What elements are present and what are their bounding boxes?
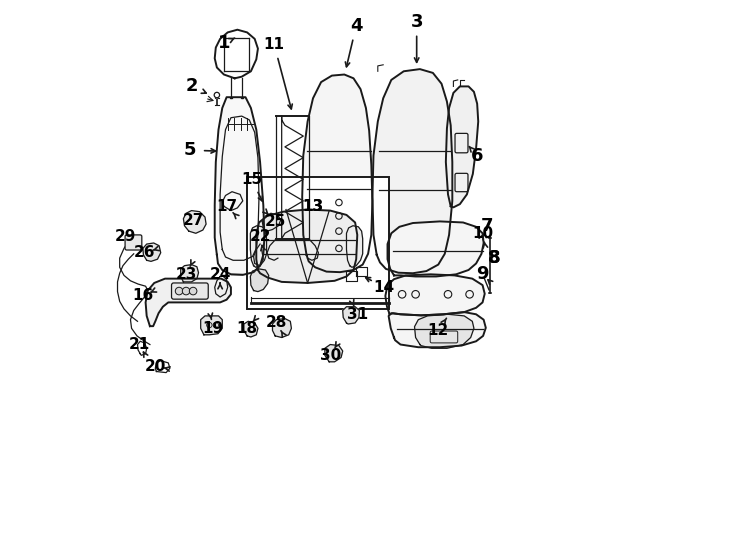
Text: 13: 13: [302, 199, 324, 214]
Text: 11: 11: [264, 37, 285, 52]
Text: 29: 29: [115, 229, 136, 244]
Text: 18: 18: [236, 321, 258, 336]
Text: 4: 4: [350, 17, 363, 35]
Polygon shape: [250, 226, 266, 267]
Circle shape: [189, 287, 197, 295]
Text: 16: 16: [132, 288, 153, 303]
Text: 3: 3: [410, 12, 423, 31]
Text: 28: 28: [266, 315, 287, 330]
FancyBboxPatch shape: [172, 283, 208, 299]
Polygon shape: [302, 75, 372, 272]
Polygon shape: [372, 69, 452, 273]
Text: 17: 17: [216, 199, 237, 214]
Polygon shape: [215, 30, 258, 78]
Text: 26: 26: [134, 245, 156, 260]
Bar: [247, 177, 388, 309]
FancyBboxPatch shape: [125, 235, 142, 250]
Polygon shape: [215, 97, 264, 275]
Polygon shape: [181, 265, 198, 282]
Circle shape: [182, 287, 190, 295]
Text: 13: 13: [302, 199, 324, 214]
Text: 25: 25: [264, 214, 286, 229]
Polygon shape: [256, 210, 357, 283]
Circle shape: [214, 92, 219, 98]
Text: 2: 2: [185, 77, 197, 96]
Polygon shape: [388, 312, 486, 347]
Polygon shape: [388, 221, 484, 276]
Polygon shape: [346, 226, 363, 267]
Polygon shape: [145, 279, 231, 326]
Text: 15: 15: [241, 172, 262, 187]
Text: 24: 24: [209, 267, 230, 282]
Text: 31: 31: [346, 307, 368, 322]
Polygon shape: [262, 213, 280, 233]
Polygon shape: [325, 345, 343, 362]
Polygon shape: [415, 314, 474, 348]
Text: 19: 19: [203, 321, 224, 336]
Text: 6: 6: [471, 146, 484, 165]
Polygon shape: [184, 211, 206, 233]
Text: 27: 27: [183, 213, 204, 228]
Text: 9: 9: [476, 265, 489, 284]
Text: 21: 21: [128, 337, 150, 352]
Polygon shape: [244, 321, 258, 337]
Polygon shape: [385, 274, 484, 315]
Circle shape: [175, 287, 183, 295]
Text: 20: 20: [145, 359, 166, 374]
Text: 8: 8: [487, 249, 500, 267]
Text: 14: 14: [374, 280, 395, 295]
Polygon shape: [272, 319, 291, 338]
Polygon shape: [250, 269, 269, 292]
Polygon shape: [446, 86, 479, 207]
Text: 5: 5: [184, 141, 196, 159]
Text: 23: 23: [175, 267, 197, 282]
Text: 8: 8: [487, 249, 500, 267]
Polygon shape: [343, 307, 360, 324]
Text: 10: 10: [472, 226, 493, 241]
Polygon shape: [143, 243, 161, 261]
Text: 30: 30: [319, 348, 341, 363]
Text: 12: 12: [428, 323, 449, 338]
Text: 1: 1: [218, 34, 230, 52]
Text: 7: 7: [481, 217, 493, 235]
Text: 22: 22: [250, 229, 271, 244]
Polygon shape: [200, 316, 222, 335]
